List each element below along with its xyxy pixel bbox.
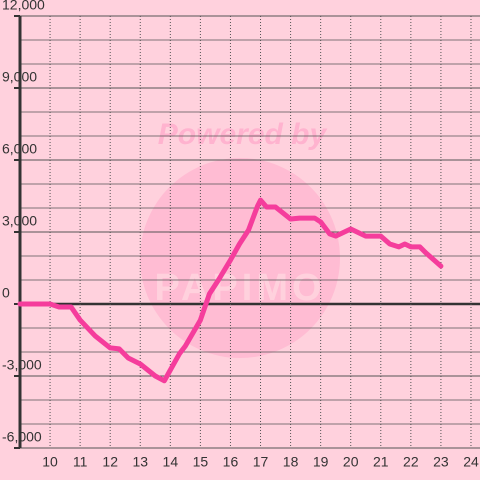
line: [17, 197, 444, 384]
x-tick-label: 15: [193, 454, 209, 470]
y-tick-label: -6,000: [2, 429, 42, 445]
x-tick-label: 17: [253, 454, 269, 470]
watermark-logo: PAPIMO: [154, 267, 325, 309]
x-tick-label: 21: [373, 454, 389, 470]
x-tick-label: 10: [42, 454, 58, 470]
y-tick-label: 12,000: [2, 0, 45, 13]
x-tick-label: 14: [163, 454, 179, 470]
x-tick-label: 19: [313, 454, 329, 470]
watermark-text: Powered by: [158, 118, 328, 151]
x-tick-label: 23: [433, 454, 449, 470]
y-tick-label: -3,000: [2, 357, 42, 373]
y-tick-label: 0: [2, 285, 10, 301]
x-tick-label: 16: [223, 454, 239, 470]
x-tick-label: 20: [343, 454, 359, 470]
x-tick-label: 18: [283, 454, 299, 470]
x-tick-label: 11: [73, 454, 88, 470]
x-tick-label: 22: [403, 454, 419, 470]
x-tick-label: 12: [102, 454, 118, 470]
x-tick-label: 24: [463, 454, 479, 470]
x-tick-label: 13: [132, 454, 148, 470]
